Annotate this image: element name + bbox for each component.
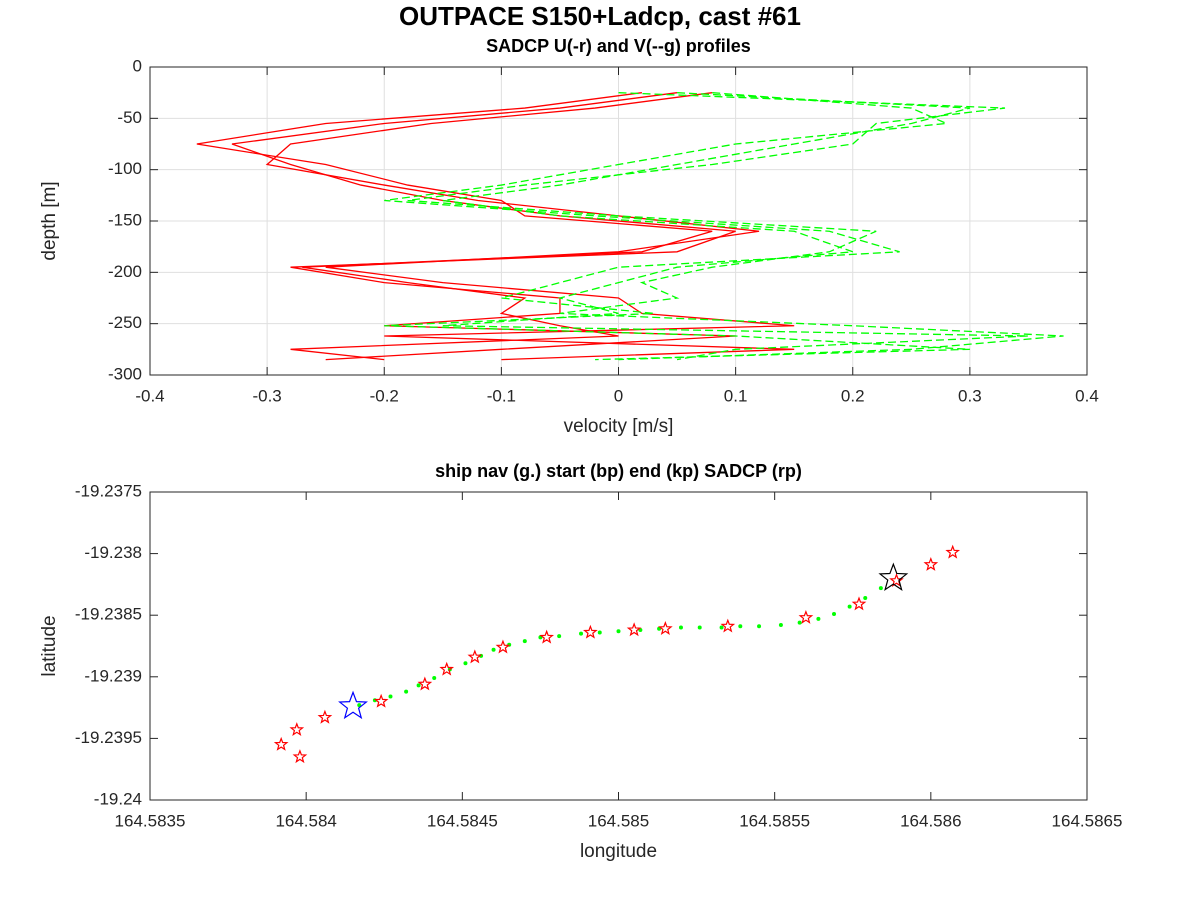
x-tick-label: 164.5855 <box>739 811 810 830</box>
star-marker <box>417 676 433 691</box>
nav-point <box>847 604 852 609</box>
nav-point <box>697 625 702 630</box>
nav-point <box>463 661 468 666</box>
y-tick-label: -200 <box>108 262 142 281</box>
star-marker <box>720 618 736 633</box>
x-tick-label: 164.5865 <box>1052 811 1123 830</box>
y-tick-label: 0 <box>133 56 142 75</box>
star-marker <box>798 609 814 624</box>
x-tick-label: 164.584 <box>275 811 336 830</box>
nav-point <box>491 647 496 652</box>
axes-box <box>149 66 1088 376</box>
profile-line <box>442 92 1029 361</box>
profile-line <box>407 92 1064 361</box>
nav-point <box>432 676 437 681</box>
star-marker <box>878 562 909 591</box>
plot-area <box>150 492 1087 800</box>
x-tick-label: -0.3 <box>252 386 281 405</box>
x-tick-label: 0.1 <box>724 386 748 405</box>
x-axis-label: velocity [m/s] <box>564 416 674 437</box>
nav-point <box>863 595 868 600</box>
star-marker <box>317 709 333 724</box>
star-marker <box>292 749 308 764</box>
nav-point <box>388 694 393 699</box>
plot-marks <box>196 92 1064 361</box>
y-tick-label: -19.24 <box>94 789 142 808</box>
y-tick-label: -150 <box>108 210 142 229</box>
y-tick-label: -300 <box>108 364 142 383</box>
nav-point <box>832 611 837 616</box>
x-tick-label: 164.5835 <box>115 811 186 830</box>
profile-line <box>196 92 713 361</box>
x-tick-label: 164.586 <box>900 811 961 830</box>
y-tick-label: -19.2385 <box>75 605 142 624</box>
axes-box <box>149 491 1088 801</box>
star-marker <box>658 621 673 635</box>
nav-point <box>738 624 743 629</box>
x-tick-label: 164.5845 <box>427 811 498 830</box>
x-tick-label: -0.2 <box>370 386 399 405</box>
star-marker <box>338 690 368 720</box>
axes-title: ship nav (g.) start (bp) end (kp) SADCP … <box>435 461 802 481</box>
nav-point <box>404 689 409 694</box>
star-marker <box>439 661 455 676</box>
nav-point <box>597 630 602 635</box>
nav-point <box>416 683 421 688</box>
star-marker <box>373 693 389 708</box>
star-marker <box>495 639 511 654</box>
y-tick-label: -250 <box>108 313 142 332</box>
star-marker <box>945 544 961 559</box>
nav-point <box>522 639 527 644</box>
x-axis-label: longitude <box>580 841 657 862</box>
y-tick-label: -19.2395 <box>75 728 142 747</box>
y-tick-label: -19.239 <box>84 666 142 685</box>
star-marker <box>467 649 483 664</box>
star-marker <box>539 629 555 644</box>
plot-marks <box>273 544 961 764</box>
figure-title: OUTPACE S150+Ladcp, cast #61 <box>399 1 801 31</box>
profile-line <box>384 92 970 361</box>
y-axis-label: latitude <box>39 615 60 676</box>
x-tick-label: -0.1 <box>487 386 516 405</box>
y-tick-label: -19.238 <box>84 543 142 562</box>
x-tick-label: -0.4 <box>135 386 164 405</box>
nav-point <box>719 625 724 630</box>
axes-title: SADCP U(-r) and V(--g) profiles <box>486 36 751 56</box>
nav-point <box>816 616 821 621</box>
y-tick-label: -50 <box>117 108 142 127</box>
x-tick-label: 0.3 <box>958 386 982 405</box>
y-axis-label: depth [m] <box>39 181 60 260</box>
x-tick-label: 0 <box>614 386 623 405</box>
star-marker <box>583 624 598 639</box>
x-tick-label: 164.585 <box>588 811 649 830</box>
nav-point <box>616 629 621 634</box>
star-marker <box>923 556 939 571</box>
star-marker <box>273 736 289 751</box>
profile-line <box>265 92 795 361</box>
nav-point <box>778 623 783 628</box>
nav-point <box>878 586 883 591</box>
nav-point <box>678 625 683 630</box>
y-tick-label: -100 <box>108 159 142 178</box>
nav-point <box>797 620 802 625</box>
star-marker <box>851 596 867 611</box>
nav-point <box>579 631 584 636</box>
star-marker <box>626 622 642 637</box>
x-tick-label: 0.4 <box>1075 386 1099 405</box>
star-marker <box>289 722 305 737</box>
y-tick-label: -19.2375 <box>75 481 142 500</box>
x-tick-label: 0.2 <box>841 386 865 405</box>
nav-point <box>757 624 762 629</box>
nav-point <box>557 634 562 639</box>
